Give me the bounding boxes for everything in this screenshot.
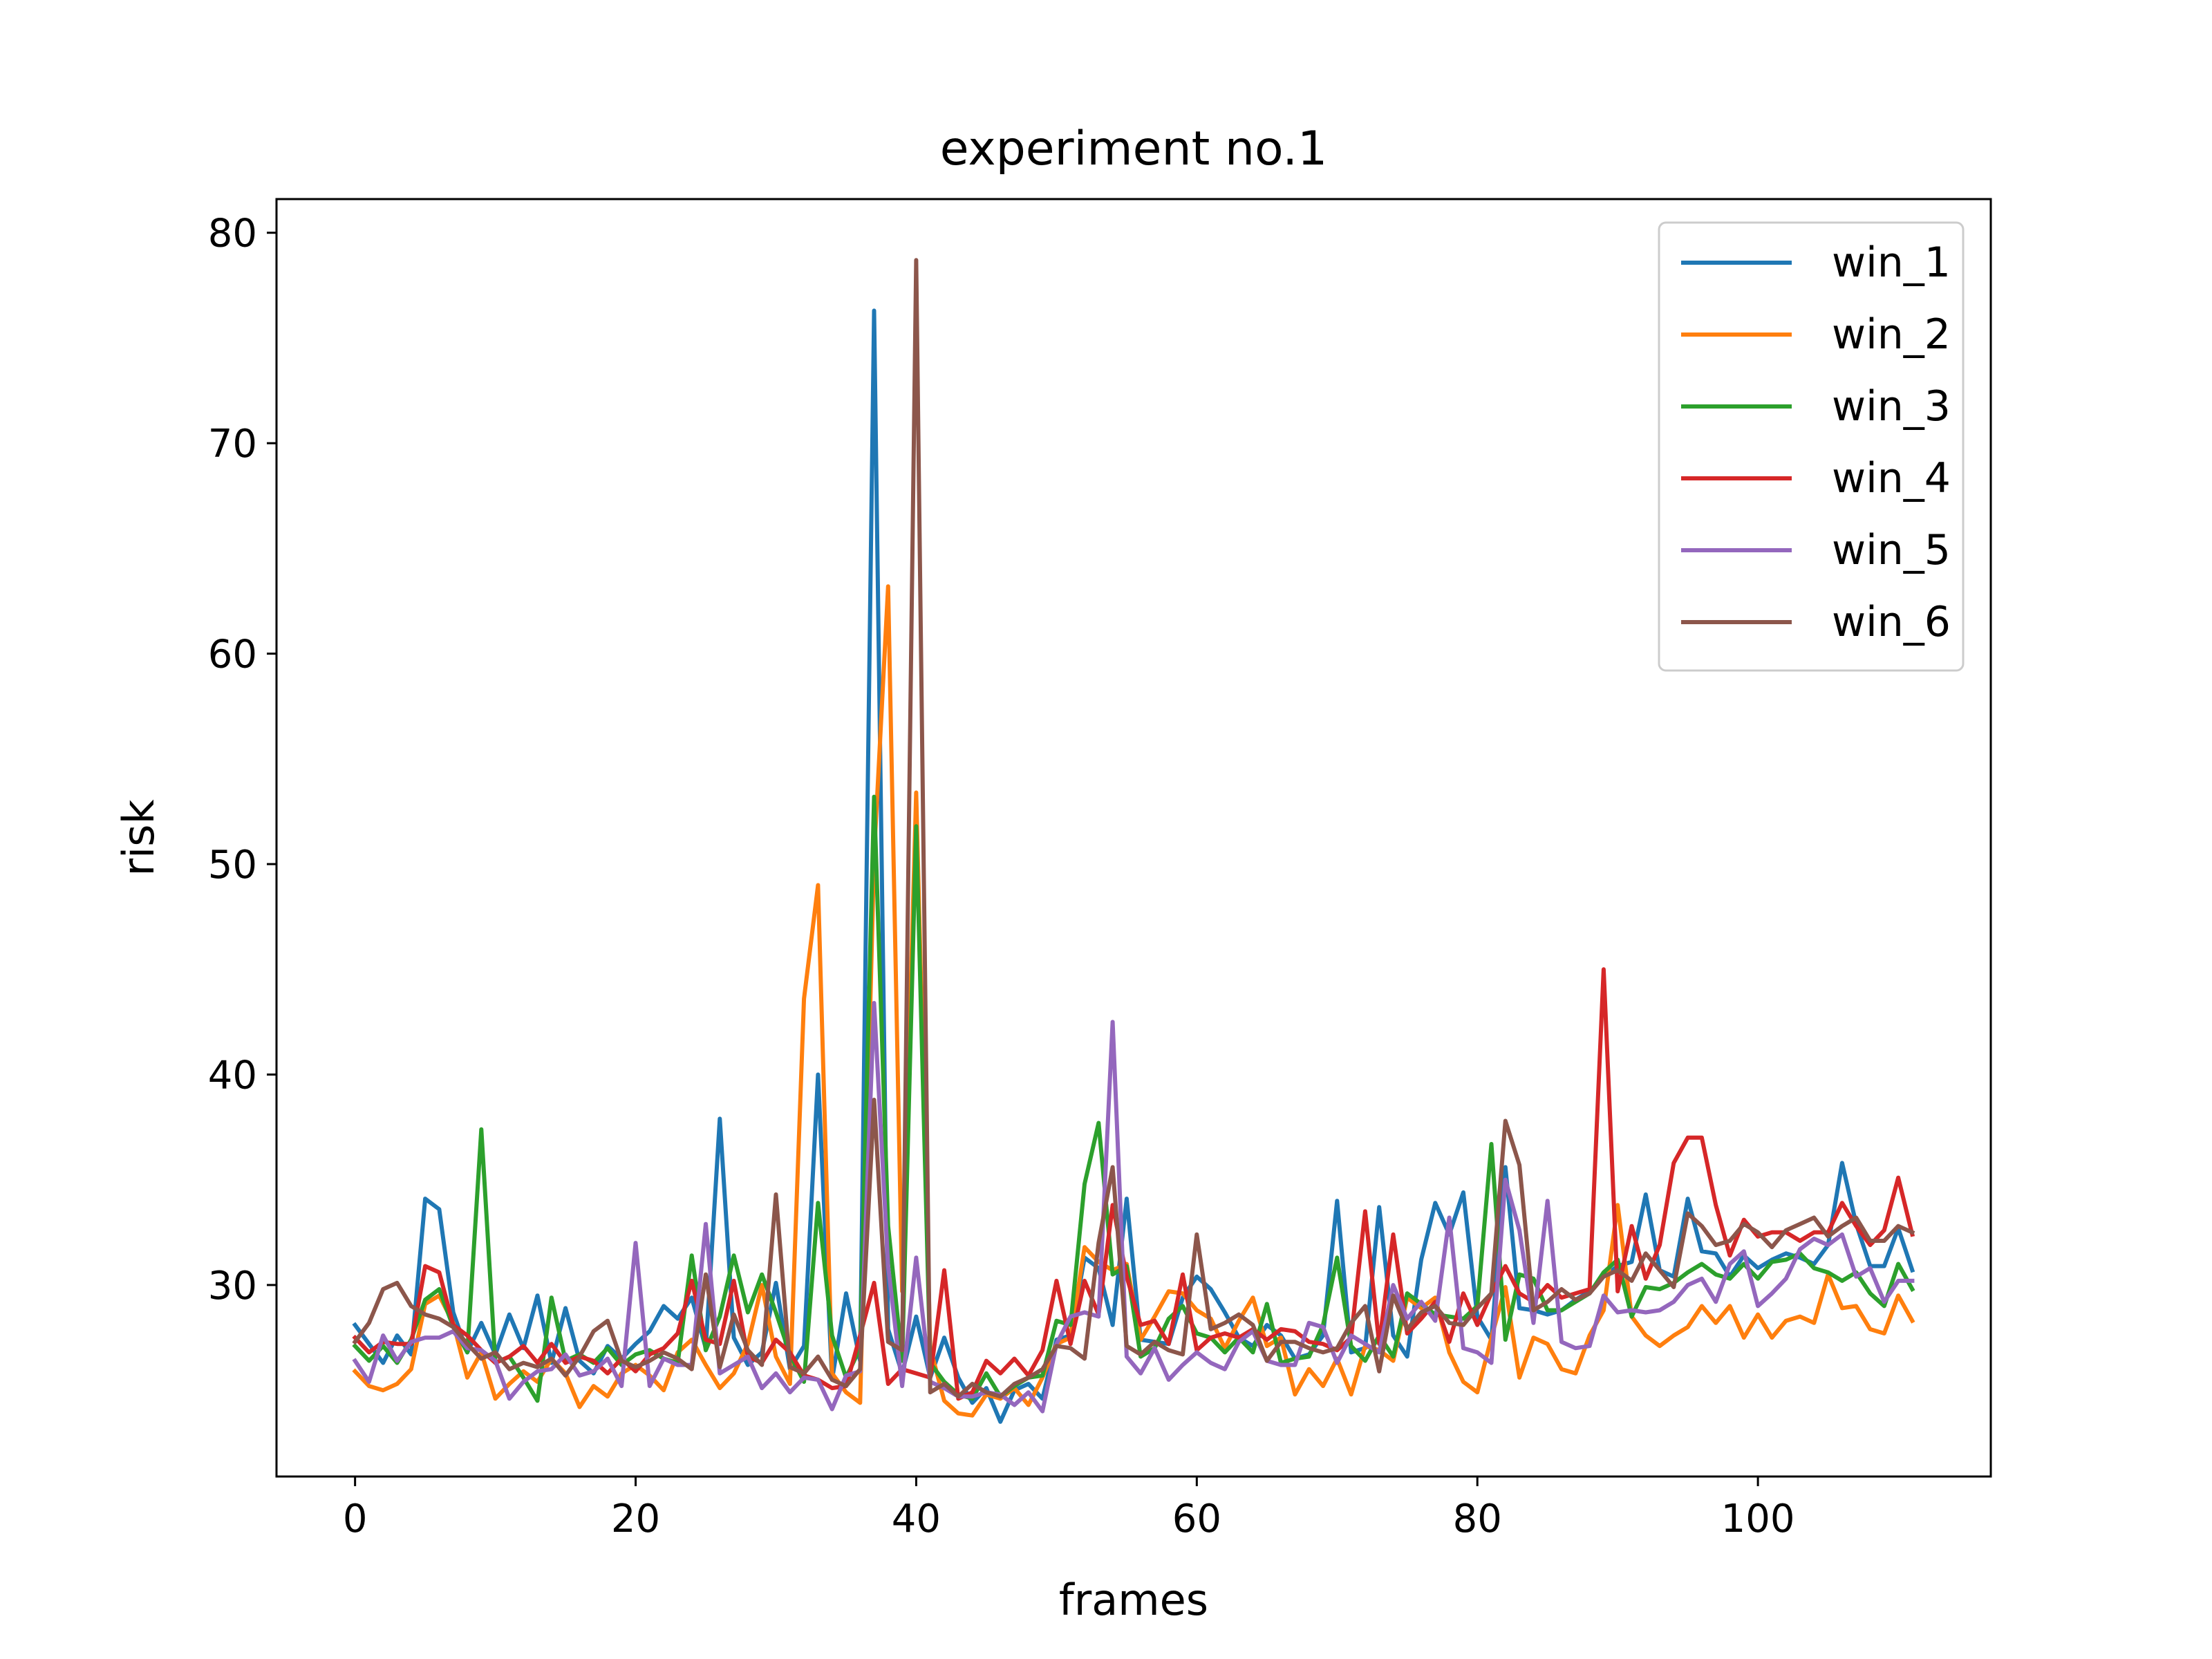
legend: win_1 win_2 win_3 win_4 win_5 win_6 bbox=[1658, 221, 1965, 672]
chart-title: experiment no.1 bbox=[940, 122, 1328, 176]
y-axis: 30 40 50 60 70 80 bbox=[208, 212, 276, 1309]
legend-label-win_3: win_3 bbox=[1832, 382, 1951, 431]
legend-label-win_6: win_6 bbox=[1832, 598, 1951, 646]
legend-label-win_5: win_5 bbox=[1832, 526, 1951, 574]
y-tick-label: 60 bbox=[208, 632, 257, 677]
x-tick-label: 60 bbox=[1172, 1497, 1221, 1541]
x-axis-label: frames bbox=[1059, 1575, 1208, 1625]
x-axis: 0 20 40 60 80 100 bbox=[343, 1477, 1795, 1541]
series-line-win_3 bbox=[352, 794, 1915, 1403]
y-tick-label: 50 bbox=[208, 843, 257, 888]
x-tick-label: 20 bbox=[611, 1497, 660, 1541]
series-layer bbox=[352, 258, 1915, 1424]
legend-label-win_4: win_4 bbox=[1832, 454, 1951, 503]
x-tick-label: 80 bbox=[1453, 1497, 1502, 1541]
series-line-win_6 bbox=[352, 258, 1915, 1399]
x-tick-label: 40 bbox=[892, 1497, 941, 1541]
series-line-win_1 bbox=[352, 308, 1915, 1424]
x-tick-label: 0 bbox=[343, 1497, 368, 1541]
x-tick-label: 100 bbox=[1721, 1497, 1795, 1541]
y-tick-label: 30 bbox=[208, 1264, 257, 1309]
y-tick-label: 80 bbox=[208, 212, 257, 256]
series-line-win_5 bbox=[352, 1001, 1915, 1414]
y-axis-label: risk bbox=[113, 799, 164, 876]
y-tick-label: 70 bbox=[208, 422, 257, 467]
plot-frame bbox=[275, 198, 1992, 1478]
legend-label-win_2: win_2 bbox=[1832, 310, 1951, 359]
y-tick-label: 40 bbox=[208, 1053, 257, 1098]
legend-label-win_1: win_1 bbox=[1832, 238, 1951, 287]
